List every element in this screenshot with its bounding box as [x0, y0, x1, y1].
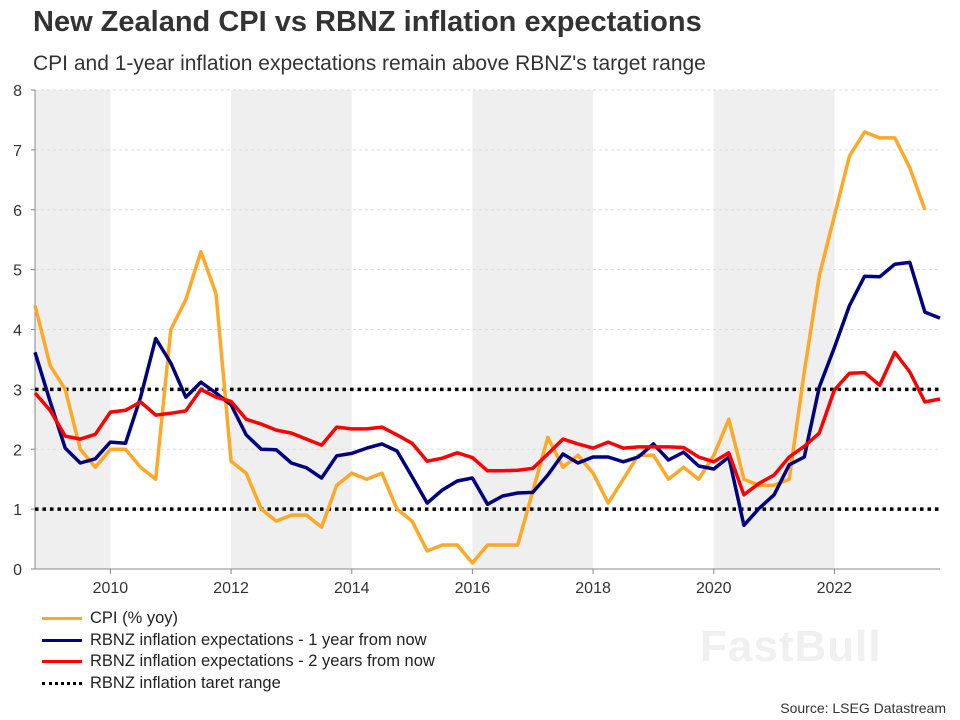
legend-label: CPI (% yoy): [90, 609, 179, 628]
source-note: Source: LSEG Datastream: [780, 700, 946, 716]
x-tick-label: 2020: [696, 580, 732, 597]
legend-label: RBNZ inflation expectations - 2 years fr…: [90, 652, 435, 671]
y-tick-label: 5: [13, 263, 22, 280]
x-tick-label: 2012: [213, 580, 249, 597]
y-tick-label: 1: [13, 502, 22, 519]
y-tick-label: 8: [13, 83, 22, 100]
legend-label: RBNZ inflation taret range: [90, 673, 281, 692]
expectations-2yr-line: [33, 350, 941, 497]
y-tick-label: 4: [13, 323, 22, 340]
expectations-1yr-line: [33, 260, 941, 528]
y-tick-label: 3: [13, 382, 22, 399]
legend-item-2yr: RBNZ inflation expectations - 2 years fr…: [42, 651, 435, 673]
x-tick-label: 2022: [817, 580, 853, 597]
x-tick-label: 2010: [93, 580, 129, 597]
legend-item-1yr: RBNZ inflation expectations - 1 year fro…: [42, 630, 435, 652]
y-tick-label: 6: [13, 203, 22, 220]
x-tick-label: 2014: [334, 580, 370, 597]
y-tick-label: 0: [13, 562, 22, 579]
legend-label: RBNZ inflation expectations - 1 year fro…: [90, 630, 427, 649]
x-tick-label: 2016: [455, 580, 491, 597]
y-tick-label: 2: [13, 442, 22, 459]
legend-item-cpi: CPI (% yoy): [42, 608, 435, 630]
y-tick-label: 7: [13, 143, 22, 160]
chart-title: New Zealand CPI vs RBNZ inflation expect…: [33, 6, 702, 38]
legend-item-target: RBNZ inflation taret range: [42, 673, 435, 695]
x-tick-label: 2018: [575, 580, 611, 597]
legend: CPI (% yoy) RBNZ inflation expectations …: [42, 608, 435, 694]
watermark-logo: FastBull: [700, 622, 882, 671]
chart-subtitle: CPI and 1-year inflation expectations re…: [33, 52, 706, 75]
cpi-line: [33, 130, 927, 565]
